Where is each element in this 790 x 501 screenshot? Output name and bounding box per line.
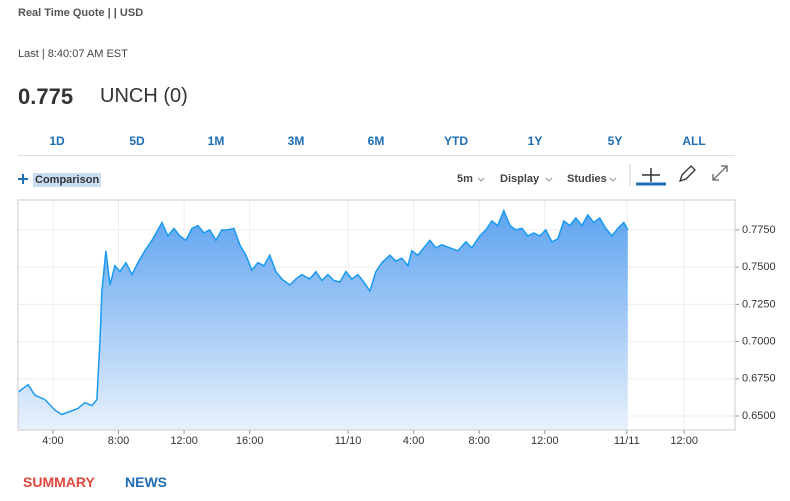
expand-icon[interactable] bbox=[712, 165, 728, 181]
draw-icon[interactable] bbox=[678, 165, 696, 183]
y-tick-label: 0.6750 bbox=[742, 373, 776, 385]
x-tick-label: 8:00 bbox=[108, 435, 129, 447]
range-button[interactable]: 3M bbox=[287, 134, 305, 148]
change: UNCH (0) bbox=[100, 85, 188, 107]
x-tick-label: 12:00 bbox=[670, 435, 698, 447]
y-tick-label: 0.7250 bbox=[742, 298, 776, 310]
display-button[interactable]: Display bbox=[500, 173, 540, 185]
x-tick-label: 12:00 bbox=[531, 435, 559, 447]
x-tick-label: 11/10 bbox=[335, 435, 362, 447]
x-tick-label: 12:00 bbox=[170, 435, 198, 447]
toolbar-icons bbox=[477, 164, 728, 186]
y-tick-label: 0.7000 bbox=[742, 335, 776, 347]
y-tick-label: 0.6500 bbox=[742, 410, 776, 422]
x-tick-label: 4:00 bbox=[403, 435, 424, 447]
x-tick-label: 11/11 bbox=[614, 435, 640, 447]
quote-label: Real Time Quote | | USD bbox=[18, 7, 144, 19]
interval-button[interactable]: 5m bbox=[457, 173, 473, 185]
y-tick-label: 0.7750 bbox=[742, 224, 776, 236]
plus-icon bbox=[18, 174, 28, 184]
chevrons bbox=[477, 177, 617, 182]
last-label: Last | 8:40:07 AM EST bbox=[18, 48, 128, 60]
range-button[interactable]: 1D bbox=[49, 134, 65, 148]
range-button[interactable]: 5Y bbox=[607, 134, 623, 148]
comparison-button[interactable]: Comparison bbox=[33, 173, 102, 187]
y-tick-label: 0.7500 bbox=[742, 261, 776, 273]
range-button[interactable]: 1M bbox=[207, 134, 225, 148]
range-button[interactable]: 6M bbox=[367, 134, 385, 148]
range-button[interactable]: ALL bbox=[682, 134, 706, 148]
range-button[interactable]: YTD bbox=[444, 134, 468, 148]
plot-frame bbox=[17, 199, 736, 431]
studies-button[interactable]: Studies bbox=[567, 173, 607, 185]
range-button[interactable]: 1Y bbox=[527, 134, 543, 148]
range-button[interactable]: 5D bbox=[129, 134, 145, 148]
x-tick-label: 16:00 bbox=[236, 435, 264, 447]
summary-tab[interactable]: SUMMARY bbox=[23, 474, 95, 490]
news-tab[interactable]: NEWS bbox=[125, 474, 167, 490]
chart: 0.6500 0.6750 0.7000 0.7250 0.7500 0.7750 4:00… bbox=[17, 199, 776, 447]
price-line bbox=[17, 208, 629, 416]
crosshair-icon[interactable] bbox=[642, 168, 660, 182]
price: 0.775 bbox=[18, 84, 74, 109]
divider bbox=[18, 155, 735, 156]
x-tick-label: 4:00 bbox=[42, 435, 63, 447]
x-tick-label: 8:00 bbox=[469, 435, 490, 447]
area-fill bbox=[18, 210, 628, 430]
